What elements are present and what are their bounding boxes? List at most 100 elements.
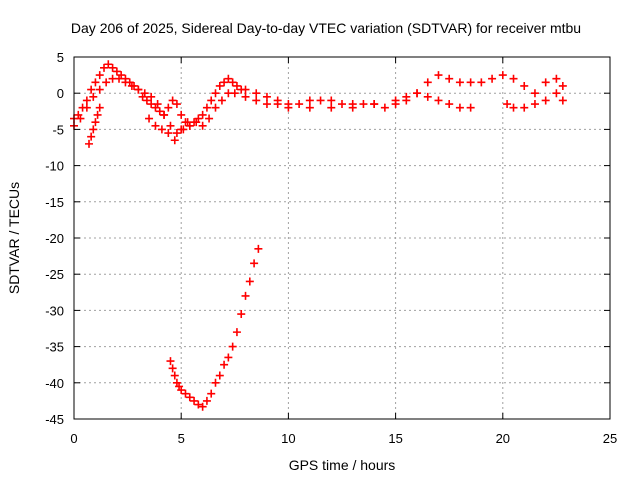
chart-title: Day 206 of 2025, Sidereal Day-to-day VTE…: [71, 20, 581, 36]
data-point: [215, 81, 224, 90]
y-tick-label: 0: [57, 86, 64, 101]
data-point: [503, 100, 512, 109]
data-point: [370, 100, 379, 109]
data-point: [112, 67, 121, 76]
x-tick-label: 10: [281, 431, 295, 446]
series-track-c: [85, 103, 104, 148]
data-point: [520, 103, 529, 112]
data-point: [541, 78, 550, 87]
data-point: [434, 96, 443, 105]
data-point: [217, 96, 226, 105]
series-track-f: [166, 244, 263, 411]
x-tick-label: 20: [496, 431, 510, 446]
y-tick-label: -35: [45, 340, 64, 355]
data-point: [250, 259, 259, 268]
data-point: [155, 107, 164, 116]
data-point: [316, 96, 325, 105]
y-tick-label: -20: [45, 231, 64, 246]
data-point: [194, 400, 203, 409]
data-point: [183, 118, 192, 127]
data-points: [70, 60, 567, 411]
x-tick-label: 5: [178, 431, 185, 446]
data-point: [305, 103, 314, 112]
y-tick-label: -40: [45, 376, 64, 391]
data-point: [181, 389, 190, 398]
data-point: [170, 371, 179, 380]
data-point: [198, 121, 207, 130]
data-point: [164, 129, 173, 138]
data-point: [85, 139, 94, 148]
data-point: [262, 92, 271, 101]
data-point: [215, 371, 224, 380]
data-point: [202, 103, 211, 112]
data-point: [477, 78, 486, 87]
data-point: [541, 96, 550, 105]
data-point: [145, 114, 154, 123]
data-point: [87, 85, 96, 94]
data-point: [170, 136, 179, 145]
data-point: [147, 92, 156, 101]
data-point: [327, 103, 336, 112]
data-point: [166, 357, 175, 366]
data-point: [134, 85, 143, 94]
data-point: [166, 121, 175, 130]
data-point: [232, 81, 241, 90]
data-point: [164, 103, 173, 112]
data-point: [185, 393, 194, 402]
data-point: [198, 110, 207, 119]
data-point: [552, 74, 561, 83]
data-point: [305, 96, 314, 105]
data-point: [530, 89, 539, 98]
data-point: [466, 78, 475, 87]
data-point: [232, 328, 241, 337]
data-point: [76, 114, 85, 123]
x-tick-label: 25: [603, 431, 617, 446]
y-axis-label: SDTVAR / TECUs: [6, 182, 22, 294]
data-point: [413, 89, 422, 98]
data-point: [273, 100, 282, 109]
data-point: [520, 81, 529, 90]
data-point: [402, 92, 411, 101]
data-point: [205, 114, 214, 123]
data-point: [192, 118, 201, 127]
data-point: [198, 402, 207, 411]
data-point: [254, 244, 263, 253]
data-point: [455, 78, 464, 87]
y-tick-label: -10: [45, 159, 64, 174]
y-tick-labels: 5 0 -5 -10 -15 -20 -25 -30 -35 -40 -45: [45, 50, 64, 427]
data-point: [380, 103, 389, 112]
data-point: [207, 96, 216, 105]
data-point: [220, 78, 229, 87]
data-point: [177, 125, 186, 134]
series-track-e: [503, 89, 567, 112]
data-point: [445, 74, 454, 83]
data-point: [252, 89, 261, 98]
data-point: [102, 78, 111, 87]
tick-marks: [73, 56, 611, 420]
data-point: [224, 353, 233, 362]
y-tick-label: -15: [45, 195, 64, 210]
series-track-b: [70, 74, 475, 138]
data-point: [157, 125, 166, 134]
data-point: [142, 96, 151, 105]
data-point: [211, 103, 220, 112]
data-point: [95, 103, 104, 112]
data-point: [104, 60, 113, 69]
data-point: [82, 96, 91, 105]
data-point: [207, 389, 216, 398]
data-point: [359, 100, 368, 109]
data-point: [91, 78, 100, 87]
data-point: [190, 396, 199, 405]
data-point: [89, 125, 98, 134]
data-point: [82, 103, 91, 112]
data-point: [295, 100, 304, 109]
data-point: [228, 342, 237, 351]
data-point: [284, 103, 293, 112]
data-point: [488, 74, 497, 83]
data-point: [455, 103, 464, 112]
data-point: [338, 100, 346, 109]
data-point: [153, 100, 162, 109]
grid: [74, 57, 610, 419]
data-point: [498, 71, 507, 80]
y-tick-label: -25: [45, 267, 64, 282]
